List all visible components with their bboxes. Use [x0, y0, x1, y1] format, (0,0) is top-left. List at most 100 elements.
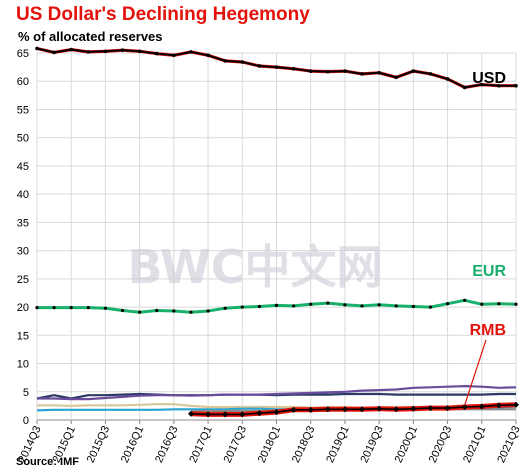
data-point — [461, 404, 468, 411]
y-tick-label: 5 — [23, 387, 29, 399]
data-point — [35, 46, 39, 51]
data-point — [410, 405, 417, 412]
data-point — [427, 405, 434, 412]
data-point — [52, 50, 56, 55]
data-point — [428, 72, 433, 76]
series-line-navy — [36, 392, 516, 400]
x-axis: 2014Q3 2015Q1 2015Q3 2016Q1 2016Q3 2017Q1 2017… — [16, 420, 523, 465]
data-point — [120, 308, 125, 313]
data-point — [377, 303, 381, 307]
data-point — [376, 405, 383, 412]
x-tick-label: 2017Q1 — [187, 424, 214, 465]
data-point — [394, 304, 398, 308]
data-point — [187, 410, 194, 417]
data-point — [444, 405, 451, 412]
series-purple — [37, 385, 517, 401]
data-point — [411, 304, 415, 309]
x-tick-label: 2020Q3 — [427, 424, 454, 465]
y-tick-label: 40 — [17, 189, 29, 201]
data-point — [359, 406, 366, 413]
data-point — [155, 308, 159, 313]
data-point — [394, 75, 399, 80]
y-tick-label: 25 — [17, 274, 29, 286]
x-tick-label: 2018Q3 — [290, 424, 317, 465]
data-point — [343, 303, 347, 307]
data-point — [172, 309, 176, 313]
data-point — [69, 306, 73, 310]
data-point — [52, 306, 56, 310]
data-point — [222, 411, 229, 418]
x-tick-label: 2016Q1 — [119, 424, 146, 465]
x-tick-label: 2021Q3 — [495, 424, 522, 465]
data-point — [478, 403, 485, 410]
x-tick-label: 2016Q3 — [153, 424, 180, 465]
data-point — [274, 303, 279, 307]
data-point — [479, 82, 484, 87]
data-point — [138, 310, 142, 314]
data-point — [69, 47, 74, 52]
source-note: Source: IMF — [16, 456, 79, 468]
data-point — [307, 406, 314, 413]
series-usd — [35, 46, 518, 90]
y-axis: 0 5 10 15 20 25 30 35 40 45 50 55 60 65 — [17, 48, 29, 427]
series-eur — [35, 298, 518, 314]
data-point — [189, 310, 193, 314]
data-point — [445, 302, 450, 306]
rmb-pointer-line — [464, 339, 487, 406]
chart-subtitle: % of allocated reserves — [18, 29, 163, 44]
data-point — [257, 64, 262, 68]
data-point — [205, 411, 212, 418]
y-tick-label: 30 — [17, 246, 29, 258]
data-point — [206, 309, 210, 313]
data-point — [257, 304, 261, 309]
y-tick-label: 20 — [17, 302, 29, 314]
data-point — [223, 306, 227, 310]
data-point — [86, 50, 91, 54]
series-rmb — [187, 401, 519, 418]
data-point — [462, 85, 467, 90]
x-tick-label: 2015Q3 — [85, 424, 112, 465]
data-point — [324, 406, 331, 413]
data-point — [154, 51, 159, 56]
data-point — [308, 69, 313, 73]
watermark: BWC中文网 — [127, 240, 382, 294]
data-point — [137, 49, 142, 54]
data-point — [497, 83, 501, 88]
data-point — [326, 301, 330, 305]
data-point — [223, 59, 227, 63]
y-tick-label: 35 — [17, 217, 29, 229]
data-point — [240, 305, 244, 309]
data-point — [256, 410, 263, 417]
data-point — [274, 65, 279, 69]
y-tick-label: 65 — [17, 48, 29, 60]
data-point — [35, 306, 39, 310]
data-point — [240, 60, 245, 64]
data-point — [326, 69, 330, 74]
data-point — [497, 302, 501, 306]
data-point — [445, 77, 450, 81]
series-line-purple — [37, 385, 517, 401]
x-tick-label: 2020Q1 — [393, 424, 420, 465]
y-tick-label: 15 — [17, 330, 29, 342]
data-point — [273, 409, 280, 416]
data-point — [411, 69, 416, 73]
y-tick-label: 50 — [17, 133, 29, 145]
x-tick-label: 2019Q1 — [324, 424, 351, 465]
data-point — [239, 411, 246, 418]
data-point — [103, 49, 108, 54]
data-point — [172, 53, 176, 58]
chart-title: US Dollar's Declining Hegemony — [16, 4, 310, 25]
y-tick-label: 45 — [17, 161, 29, 173]
series-labels: USD EUR RMB — [464, 70, 506, 406]
series-label-eur: EUR — [472, 263, 506, 280]
grid-lines — [36, 52, 517, 421]
data-point — [189, 50, 193, 54]
data-point — [290, 406, 297, 413]
data-point — [341, 406, 348, 413]
data-point — [86, 306, 90, 310]
data-point — [480, 302, 484, 306]
y-tick-label: 10 — [17, 359, 29, 371]
data-point — [495, 402, 502, 409]
data-point — [292, 304, 296, 308]
